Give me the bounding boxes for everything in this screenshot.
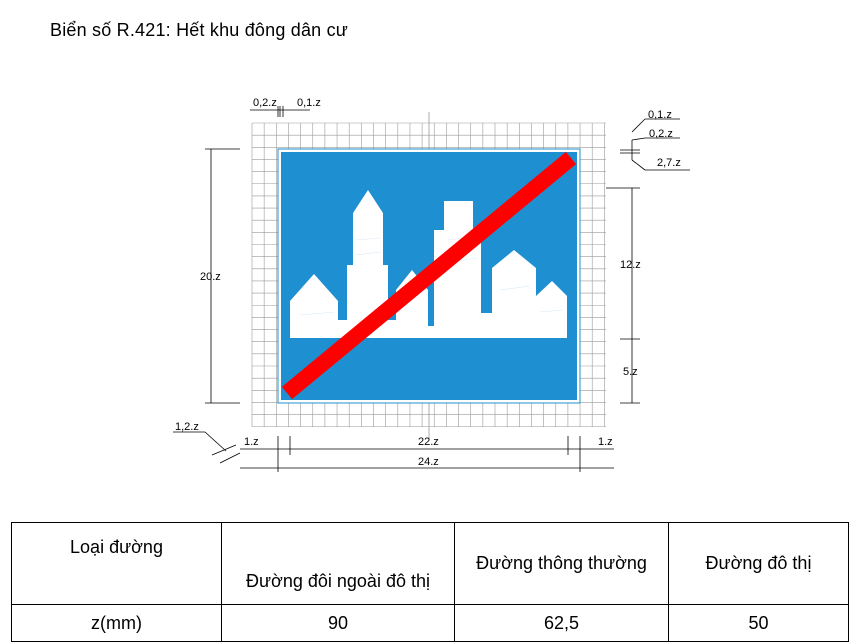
size-table: Loại đường Đường đôi ngoài đô thị Đường … bbox=[11, 522, 849, 642]
city-silhouette-icon bbox=[290, 190, 567, 338]
value-dual-road: 90 bbox=[221, 604, 455, 642]
header-urban-road: Đường đô thị bbox=[668, 522, 849, 605]
dim-corner: 1,2.z bbox=[175, 421, 199, 433]
value-urban-road: 50 bbox=[668, 604, 849, 642]
dim-bottom-left: 1.z bbox=[244, 436, 259, 448]
value-normal-road: 62,5 bbox=[454, 604, 669, 642]
header-normal-road: Đường thông thường bbox=[454, 522, 669, 605]
dim-bottom-total: 24.z bbox=[418, 456, 439, 468]
row-label: z(mm) bbox=[11, 604, 222, 642]
dim-right-e: 5.z bbox=[623, 366, 638, 378]
sign-diagram: 0,2.z 0,1.z 0,1.z 0,2.z 2,7.z 12.z 5.z 2… bbox=[173, 97, 690, 472]
page-title: Biển số R.421: Hết khu đông dân cư bbox=[50, 20, 349, 40]
dim-right-b: 0,2.z bbox=[649, 128, 673, 140]
dim-top-b: 0,1.z bbox=[297, 97, 321, 109]
dim-right-a: 0,1.z bbox=[648, 109, 672, 121]
dim-left-height: 20.z bbox=[200, 271, 221, 283]
dim-top-a: 0,2.z bbox=[253, 97, 277, 109]
dim-right-d: 12.z bbox=[620, 259, 641, 271]
header-road-type: Loại đường bbox=[11, 522, 222, 605]
dim-right-c: 2,7.z bbox=[657, 157, 681, 169]
dimension-lines bbox=[173, 106, 690, 472]
red-diagonal-bar bbox=[281, 151, 577, 400]
sign-r421 bbox=[277, 148, 581, 404]
header-dual-road: Đường đôi ngoài đô thị bbox=[221, 522, 455, 605]
dim-bottom-mid: 22.z bbox=[418, 436, 439, 448]
dim-bottom-right: 1.z bbox=[598, 436, 613, 448]
